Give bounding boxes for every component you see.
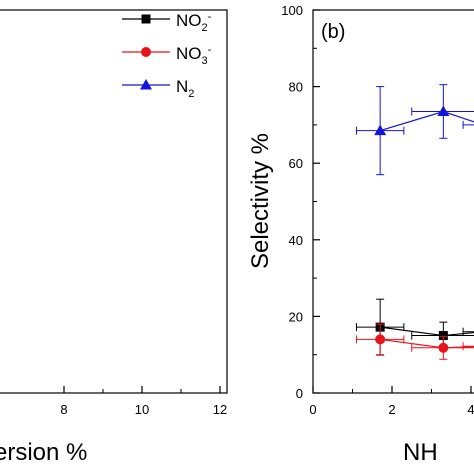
panel-b-label: (b) [321,21,345,43]
series-line-NO3- [380,338,474,349]
legend-marker-triangle [140,79,152,90]
legend-label: N2 [176,77,194,100]
series-N2 [355,84,474,176]
panel-b-y-tick-label: 20 [289,309,303,324]
panel-b-y-tick-label: 40 [289,233,303,248]
panel-b-y-tick-label: 60 [289,156,303,171]
legend-label: NO2- [176,11,212,34]
series-NO2- [355,298,474,356]
panel-b-x-tick-label: 2 [388,402,395,417]
panel-a-x-axis-title: ersion % [0,439,87,466]
panel-a-x-tick-label: 8 [60,402,67,417]
panel-b-x-tick-label: 4 [467,402,474,417]
legend-marker-circle [141,47,151,57]
series-NO3- [355,323,474,360]
panel-b-y-tick-label: 0 [296,386,303,401]
data-point-NO3- [438,342,449,353]
legend-label: NO3- [176,44,212,67]
panel-b-y-tick-label: 100 [281,3,303,18]
legend-marker-square [141,14,151,24]
panel-a: 8 10 12 NO2- NO3- N2 ersion % [0,9,228,466]
panel-a-x-tick-label: 10 [135,402,149,417]
panel-a-x-tick-label: 12 [213,402,227,417]
panel-b-y-tick-label: 80 [289,80,303,95]
panel-b-x-tick-label: 0 [309,402,316,417]
panel-a-frame [0,9,228,394]
panel-b-y-axis-title: Selectivity % [247,133,274,269]
panel-b-x-axis-title: NH [403,439,438,466]
data-point-N2 [374,124,387,136]
data-point-N2 [437,105,450,116]
data-point-NO2- [438,331,448,341]
legend: NO2- NO3- N2 [122,11,212,100]
data-point-NO3- [375,334,386,345]
series-line-NO2- [380,326,474,337]
panel-b: 0 20 40 60 80 100 0 2 4 (b) Selectivity % NH [247,3,474,466]
series-line-N2 [379,110,474,132]
